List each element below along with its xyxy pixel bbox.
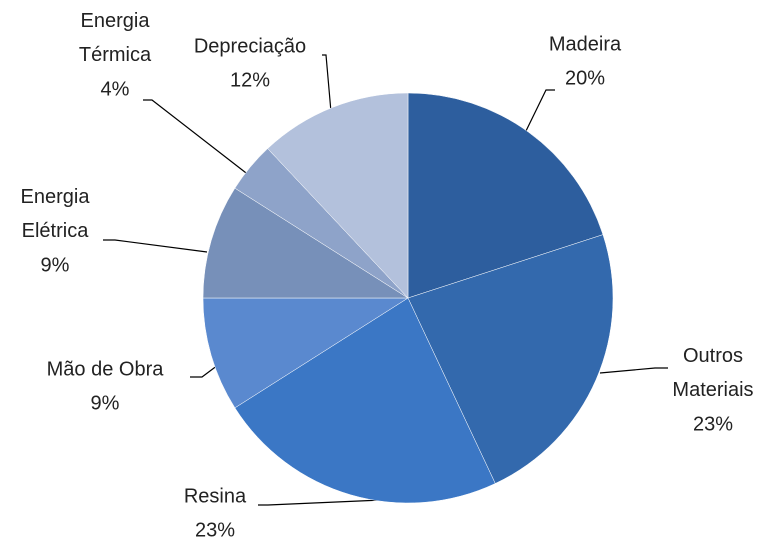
slice-value-label: 9% <box>41 254 70 276</box>
slice-label: Mão de Obra <box>47 358 165 380</box>
slice-label: Outros Materiais <box>672 345 753 401</box>
slice-value-label: 20% <box>565 67 605 89</box>
slice-value-label: 23% <box>195 519 235 541</box>
leader-line <box>258 499 383 506</box>
leader-line <box>524 89 555 134</box>
leader-line <box>322 54 332 113</box>
slice-label: Energia Elétrica <box>21 186 91 242</box>
pie-slice <box>267 92 409 299</box>
slice-label: Madeira <box>549 33 622 55</box>
slice-value-label: 9% <box>91 392 120 414</box>
slice-label: Depreciação <box>194 35 306 57</box>
leader-line <box>143 99 251 177</box>
pie-slice <box>407 92 604 299</box>
pie-slice <box>234 297 496 504</box>
pie-slice <box>407 234 614 484</box>
leader-lines <box>103 54 668 506</box>
slice-label: Energia Térmica <box>79 10 152 66</box>
slice-label: Resina <box>184 485 247 507</box>
pie-slice <box>202 187 409 299</box>
slice-value-label: 4% <box>101 78 130 100</box>
leader-line <box>103 239 208 253</box>
pie-slice <box>202 297 409 409</box>
leader-line <box>599 367 668 374</box>
slice-value-label: 12% <box>230 69 270 91</box>
slice-value-label: 23% <box>693 413 733 435</box>
leader-line <box>190 364 219 378</box>
